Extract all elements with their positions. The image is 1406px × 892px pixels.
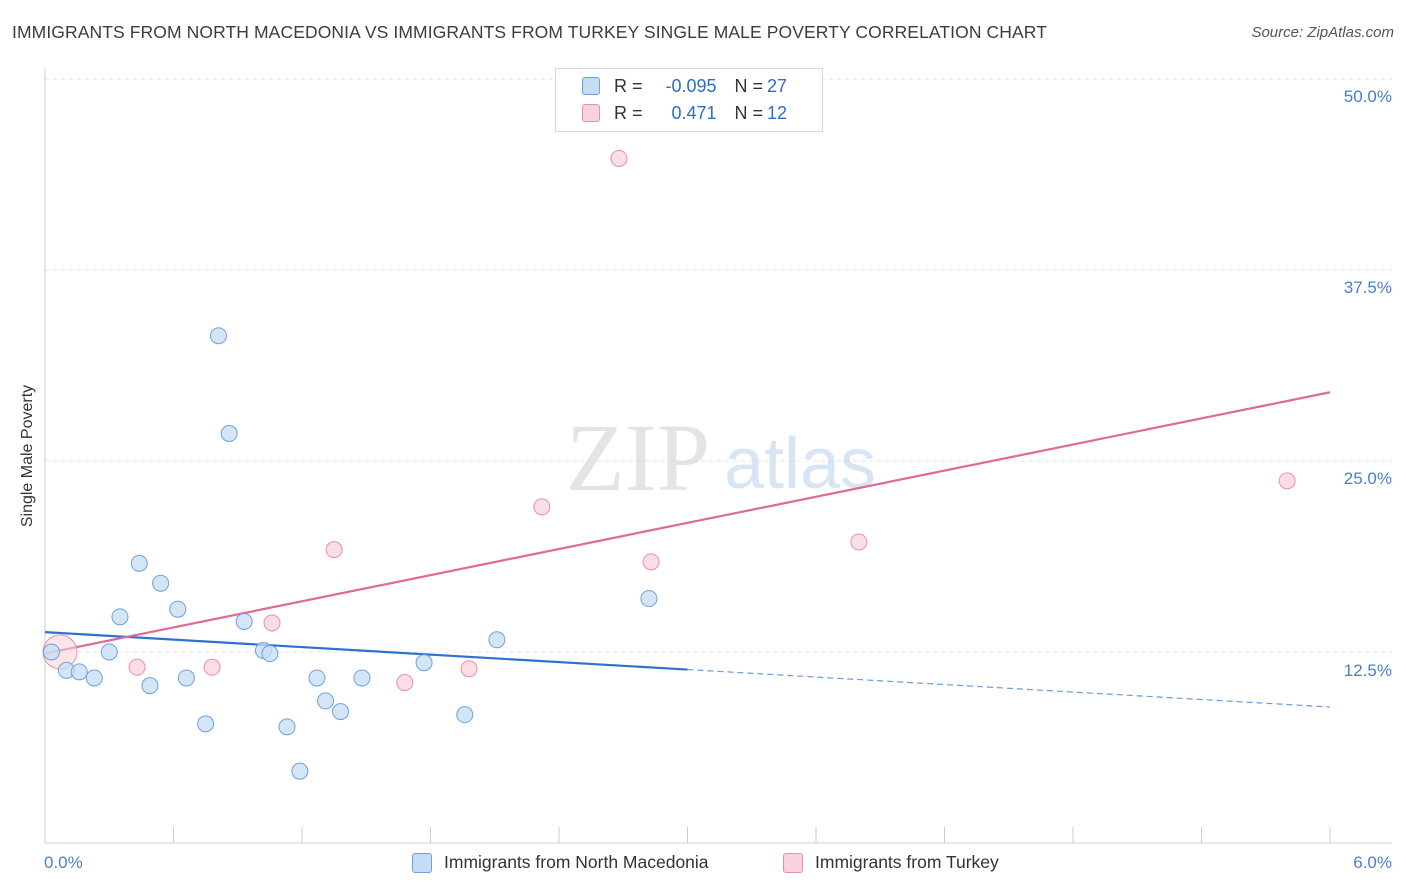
- y-tick-label: 50.0%: [1343, 87, 1392, 106]
- point-north-macedonia: [70, 663, 88, 681]
- point-north-macedonia: [42, 643, 60, 661]
- legend-label: Immigrants from Turkey: [815, 852, 999, 872]
- point-north-macedonia: [640, 590, 658, 608]
- point-north-macedonia: [111, 608, 129, 626]
- r-value: -0.095: [665, 75, 717, 96]
- correlation-legend: R = -0.095 N = 27 R = 0.471 N = 12: [555, 68, 823, 132]
- watermark-atlas: atlas: [724, 424, 876, 504]
- y-tick-label: 25.0%: [1343, 469, 1392, 488]
- point-turkey: [533, 498, 551, 516]
- point-north-macedonia: [100, 643, 118, 661]
- point-turkey: [128, 658, 146, 676]
- legend-label: Immigrants from North Macedonia: [444, 852, 709, 872]
- trend-line-north-macedonia: [44, 631, 688, 671]
- point-turkey: [396, 674, 414, 692]
- point-turkey: [642, 553, 660, 571]
- legend-row-turkey: R = 0.471 N = 12: [582, 102, 787, 124]
- n-label: N =: [734, 102, 764, 123]
- point-north-macedonia: [85, 669, 103, 687]
- point-north-macedonia: [130, 554, 148, 572]
- r-value: 0.471: [671, 102, 717, 123]
- point-turkey: [203, 658, 221, 676]
- point-turkey: [1278, 472, 1296, 490]
- point-north-macedonia: [278, 718, 296, 736]
- point-north-macedonia: [141, 677, 159, 695]
- legend-item-turkey[interactable]: Immigrants from Turkey: [783, 852, 999, 873]
- point-turkey: [850, 533, 868, 551]
- n-value: 27: [767, 75, 788, 96]
- point-north-macedonia: [317, 692, 335, 710]
- point-north-macedonia: [220, 424, 238, 442]
- r-label: R =: [614, 75, 643, 96]
- point-north-macedonia: [488, 631, 506, 649]
- watermark-zip: ZIP: [566, 404, 710, 511]
- point-turkey: [460, 660, 478, 678]
- point-north-macedonia: [235, 612, 253, 630]
- point-north-macedonia: [308, 669, 326, 687]
- pink-swatch-icon: [582, 104, 600, 122]
- blue-swatch-icon: [582, 77, 600, 95]
- point-north-macedonia: [177, 669, 195, 687]
- point-north-macedonia: [456, 706, 474, 724]
- point-north-macedonia: [169, 600, 187, 618]
- point-turkey: [325, 541, 343, 559]
- point-north-macedonia: [291, 762, 309, 780]
- n-label: N =: [734, 75, 764, 96]
- point-turkey: [610, 149, 628, 167]
- chart-title: IMMIGRANTS FROM NORTH MACEDONIA VS IMMIG…: [12, 22, 1048, 42]
- n-value: 12: [767, 102, 788, 123]
- point-north-macedonia: [209, 327, 227, 345]
- trend-line-north-macedonia-extrapolated: [687, 668, 1331, 708]
- point-north-macedonia: [152, 574, 170, 592]
- point-north-macedonia: [415, 654, 433, 672]
- point-turkey: [263, 614, 281, 632]
- blue-swatch-icon: [412, 852, 432, 873]
- pink-swatch-icon: [783, 852, 803, 873]
- point-north-macedonia: [332, 703, 350, 721]
- point-north-macedonia: [261, 645, 279, 663]
- y-tick-label: 12.5%: [1343, 661, 1392, 680]
- y-tick-label: 37.5%: [1343, 278, 1392, 297]
- y-axis-label: Single Male Poverty: [19, 384, 36, 528]
- point-north-macedonia: [197, 715, 215, 733]
- r-label: R =: [614, 102, 643, 123]
- source-label: Source: ZipAtlas.com: [1251, 24, 1394, 41]
- x-tick-label: 6.0%: [1353, 853, 1392, 872]
- legend-row-north-macedonia: R = -0.095 N = 27: [582, 75, 787, 97]
- legend-item-north-macedonia[interactable]: Immigrants from North Macedonia: [412, 852, 709, 873]
- point-north-macedonia: [353, 669, 371, 687]
- x-tick-label: 0.0%: [44, 853, 83, 872]
- trend-line-turkey: [44, 391, 1331, 655]
